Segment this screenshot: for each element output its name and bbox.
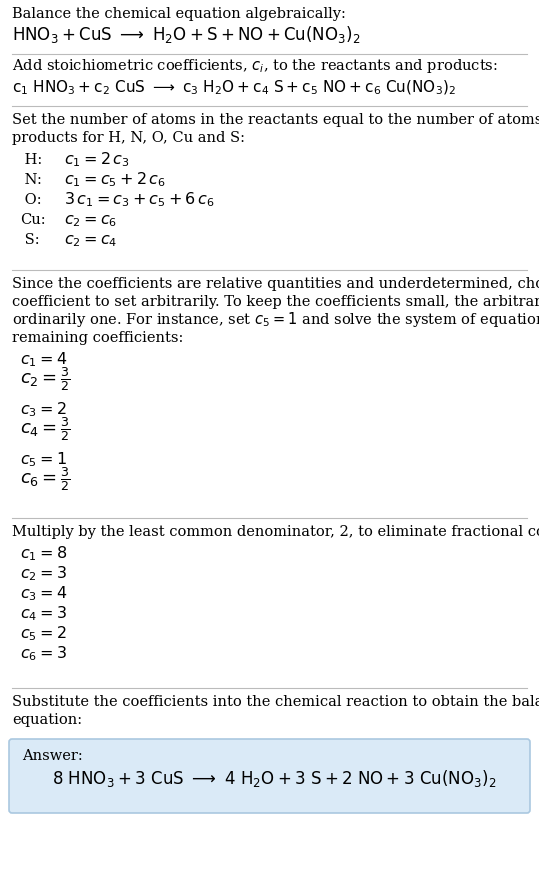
FancyBboxPatch shape [9, 739, 530, 813]
Text: equation:: equation: [12, 713, 82, 727]
Text: O:: O: [20, 193, 42, 207]
Text: Answer:: Answer: [22, 749, 83, 763]
Text: $c_6 = 3$: $c_6 = 3$ [20, 644, 67, 663]
Text: $3\,c_1 = c_3 + c_5 + 6\,c_6$: $3\,c_1 = c_3 + c_5 + 6\,c_6$ [64, 190, 215, 208]
Text: $c_1 = 4$: $c_1 = 4$ [20, 350, 67, 368]
Text: $c_5 = 1$: $c_5 = 1$ [20, 450, 67, 469]
Text: Since the coefficients are relative quantities and underdetermined, choose a: Since the coefficients are relative quan… [12, 277, 539, 291]
Text: $\mathrm{c_1\ HNO_3 + c_2\ CuS\ \longrightarrow\ c_3\ H_2O + c_4\ S + c_5\ NO + : $\mathrm{c_1\ HNO_3 + c_2\ CuS\ \longrig… [12, 78, 456, 97]
Text: Multiply by the least common denominator, 2, to eliminate fractional coefficient: Multiply by the least common denominator… [12, 525, 539, 539]
Text: Balance the chemical equation algebraically:: Balance the chemical equation algebraica… [12, 7, 346, 21]
Text: products for H, N, O, Cu and S:: products for H, N, O, Cu and S: [12, 131, 245, 145]
Text: $c_6 = \frac{3}{2}$: $c_6 = \frac{3}{2}$ [20, 465, 71, 493]
Text: $c_4 = 3$: $c_4 = 3$ [20, 604, 67, 623]
Text: $c_1 = c_5 + 2\,c_6$: $c_1 = c_5 + 2\,c_6$ [64, 170, 166, 189]
Text: $c_2 = 3$: $c_2 = 3$ [20, 564, 67, 583]
Text: N:: N: [20, 173, 42, 187]
Text: remaining coefficients:: remaining coefficients: [12, 331, 183, 345]
Text: S:: S: [20, 233, 40, 247]
Text: Substitute the coefficients into the chemical reaction to obtain the balanced: Substitute the coefficients into the che… [12, 695, 539, 709]
Text: $\mathrm{8\ HNO_3 + 3\ CuS\ \longrightarrow\ 4\ H_2O + 3\ S + 2\ NO + 3\ Cu(NO_3: $\mathrm{8\ HNO_3 + 3\ CuS\ \longrightar… [52, 768, 496, 789]
Text: $c_1 = 8$: $c_1 = 8$ [20, 544, 67, 562]
Text: $c_2 = c_4$: $c_2 = c_4$ [64, 231, 118, 248]
Text: $c_3 = 4$: $c_3 = 4$ [20, 584, 67, 603]
Text: H:: H: [20, 153, 42, 167]
Text: ordinarily one. For instance, set $c_5 = 1$ and solve the system of equations fo: ordinarily one. For instance, set $c_5 =… [12, 310, 539, 329]
Text: $c_3 = 2$: $c_3 = 2$ [20, 400, 66, 418]
Text: $c_4 = \frac{3}{2}$: $c_4 = \frac{3}{2}$ [20, 416, 71, 443]
Text: Set the number of atoms in the reactants equal to the number of atoms in the: Set the number of atoms in the reactants… [12, 113, 539, 127]
Text: $c_5 = 2$: $c_5 = 2$ [20, 624, 66, 643]
Text: Cu:: Cu: [20, 213, 46, 227]
Text: Add stoichiometric coefficients, $c_i$, to the reactants and products:: Add stoichiometric coefficients, $c_i$, … [12, 57, 498, 75]
Text: $c_1 = 2\,c_3$: $c_1 = 2\,c_3$ [64, 150, 130, 169]
Text: coefficient to set arbitrarily. To keep the coefficients small, the arbitrary va: coefficient to set arbitrarily. To keep … [12, 295, 539, 309]
Text: $c_2 = \frac{3}{2}$: $c_2 = \frac{3}{2}$ [20, 365, 71, 393]
Text: $c_2 = c_6$: $c_2 = c_6$ [64, 212, 117, 229]
Text: $\mathrm{HNO_3 + CuS\ \longrightarrow\ H_2O + S + NO + Cu(NO_3)_2}$: $\mathrm{HNO_3 + CuS\ \longrightarrow\ H… [12, 24, 361, 45]
